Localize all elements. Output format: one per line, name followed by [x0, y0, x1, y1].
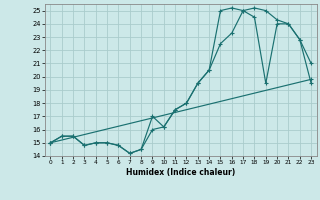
- X-axis label: Humidex (Indice chaleur): Humidex (Indice chaleur): [126, 168, 236, 177]
